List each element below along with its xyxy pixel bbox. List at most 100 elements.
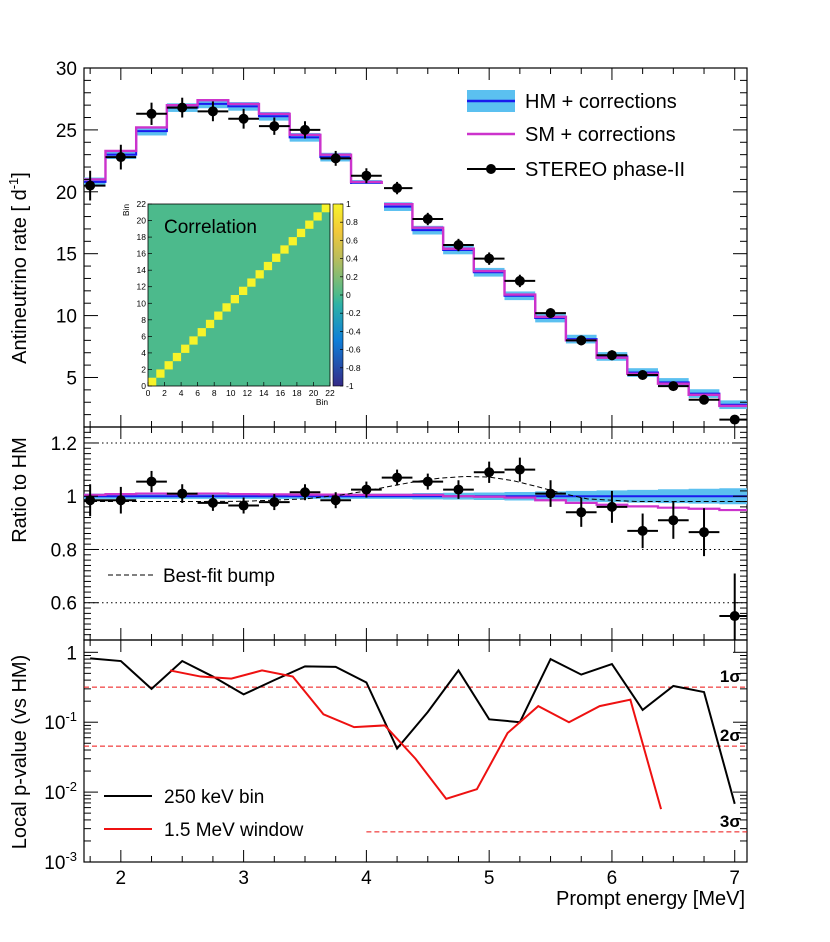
y-tick-label: 30: [56, 59, 77, 80]
data-point: [238, 113, 249, 124]
inset-x-tick-label: 18: [292, 388, 302, 398]
data-point: [361, 170, 372, 181]
y-tick-base: 10: [44, 713, 65, 734]
x-tick-label: 7: [729, 868, 740, 889]
inset-diagonal-cell: [280, 245, 289, 254]
inset-x-tick-label: 6: [195, 388, 200, 398]
ratio-point: [453, 484, 464, 495]
sigma-label: 3σ: [720, 812, 741, 831]
ratio-point: [392, 472, 403, 483]
colorbar-tick-label: 1: [346, 199, 351, 209]
colorbar-tick-label: 0.6: [346, 235, 358, 245]
inset-y-tick-label: 16: [137, 249, 147, 259]
inset-diagonal-cell: [255, 270, 264, 279]
inset-frame: [147, 203, 331, 387]
data-point: [392, 183, 403, 194]
y-tick-label: 5: [66, 368, 77, 389]
ratio-point: [637, 525, 648, 536]
data-point: [545, 308, 556, 319]
ratio-point: [238, 500, 249, 511]
x-tick-label: 4: [361, 868, 372, 889]
ratio-point: [85, 495, 96, 506]
y-tick-label: 0.6: [51, 594, 77, 615]
y-tick-base: 10: [44, 783, 65, 804]
y-tick-label: 10: [56, 307, 77, 328]
legend-bump-label: Best-fit bump: [163, 566, 275, 587]
inset-x-tick-label: 12: [243, 388, 253, 398]
ratio-point: [699, 527, 710, 538]
inset-x-tick-label: 10: [226, 388, 236, 398]
y-tick-label: 20: [56, 183, 77, 204]
pvalue-window-line: [169, 669, 663, 810]
colorbar-tick-label: -0.8: [346, 363, 361, 373]
inset-diagonal-cell: [230, 295, 239, 304]
inset-x-tick-label: 14: [259, 388, 269, 398]
legend-data-marker: [486, 164, 496, 174]
legend-data-label: STEREO phase-II: [525, 159, 685, 181]
inset-x-tick-label: 20: [309, 388, 319, 398]
ratio-point: [269, 497, 280, 508]
inset-diagonal-cell: [189, 336, 198, 345]
inset-diagonal-cell: [148, 377, 157, 386]
middle-frame: [83, 426, 748, 641]
ratio-point: [514, 464, 525, 475]
colorbar-tick-label: 0: [346, 290, 351, 300]
data-point: [115, 152, 126, 163]
y-tick-label: 1: [66, 487, 77, 508]
legend-window-label: 1.5 MeV window: [164, 820, 304, 841]
data-point: [85, 180, 96, 191]
colorbar-tick-label: 0.2: [346, 272, 358, 282]
inset-x-tick-label: 0: [146, 388, 151, 398]
x-tick-label: 5: [484, 868, 495, 889]
bottom-ylabel: Local p-value (vs HM): [9, 655, 31, 850]
middle-legend: Best-fit bump: [108, 566, 275, 587]
ratio-point: [300, 487, 310, 498]
colorbar-tick-label: -0.4: [346, 326, 361, 336]
ratio-point: [177, 488, 188, 499]
inset-diagonal-cell: [172, 352, 182, 362]
inset-x-tick-label: 8: [212, 388, 217, 398]
inset-y-tick-label: 22: [137, 199, 147, 209]
inset-diagonal-cell: [321, 204, 330, 213]
sigma-label: 1σ: [720, 667, 741, 686]
correlation-inset: 00224466881010121214141616181820202222Bi…: [121, 184, 384, 407]
ratio-point: [422, 476, 433, 487]
inset-x-tick-label: 16: [276, 388, 286, 398]
ratio-point: [115, 495, 126, 506]
inset-diagonal-cell: [296, 228, 306, 238]
inset-diagonal-cell: [181, 344, 190, 353]
data-point: [606, 350, 617, 361]
inset-xlabel: Bin: [316, 397, 329, 407]
sigma-label: 2σ: [720, 726, 741, 745]
x-axis-label: Prompt energy [MeV]: [556, 888, 745, 910]
y-tick-label: 10-1: [44, 709, 77, 734]
inset-ylabel: Bin: [121, 204, 131, 217]
inset-x-tick-label: 22: [325, 388, 335, 398]
colorbar-tick-label: 0.4: [346, 254, 358, 264]
inset-y-tick-label: 14: [137, 265, 147, 275]
inset-x-tick-label: 2: [162, 388, 167, 398]
data-point: [146, 108, 157, 119]
ratio-point: [484, 467, 495, 478]
inset-diagonal-cell: [263, 261, 273, 271]
middle-panel: 0.6 0.8 1 1.2 Ratio to HM Best-fit bump: [9, 426, 747, 641]
bottom-legend: 250 keV bin 1.5 MeV window: [104, 787, 304, 841]
legend-250kev-label: 250 keV bin: [164, 787, 264, 808]
data-point: [422, 214, 433, 225]
inset-diagonal-cell: [214, 311, 223, 320]
colorbar-tick-label: -0.6: [346, 345, 361, 355]
ratio-point: [545, 488, 556, 499]
y-tick-label: 0.8: [51, 540, 77, 561]
y-tick-label: 1: [66, 643, 77, 664]
y-tick-label: 10-3: [44, 849, 77, 874]
x-tick-label: 6: [607, 868, 618, 889]
colorbar-tick-label: -0.2: [346, 308, 361, 318]
data-point: [330, 153, 341, 164]
data-point: [576, 335, 587, 346]
data-point: [668, 381, 679, 392]
data-point: [269, 121, 280, 132]
inset-diagonal-cell: [305, 220, 314, 229]
y-tick-base: 10: [44, 853, 65, 874]
y-tick-exp: -3: [65, 849, 77, 864]
